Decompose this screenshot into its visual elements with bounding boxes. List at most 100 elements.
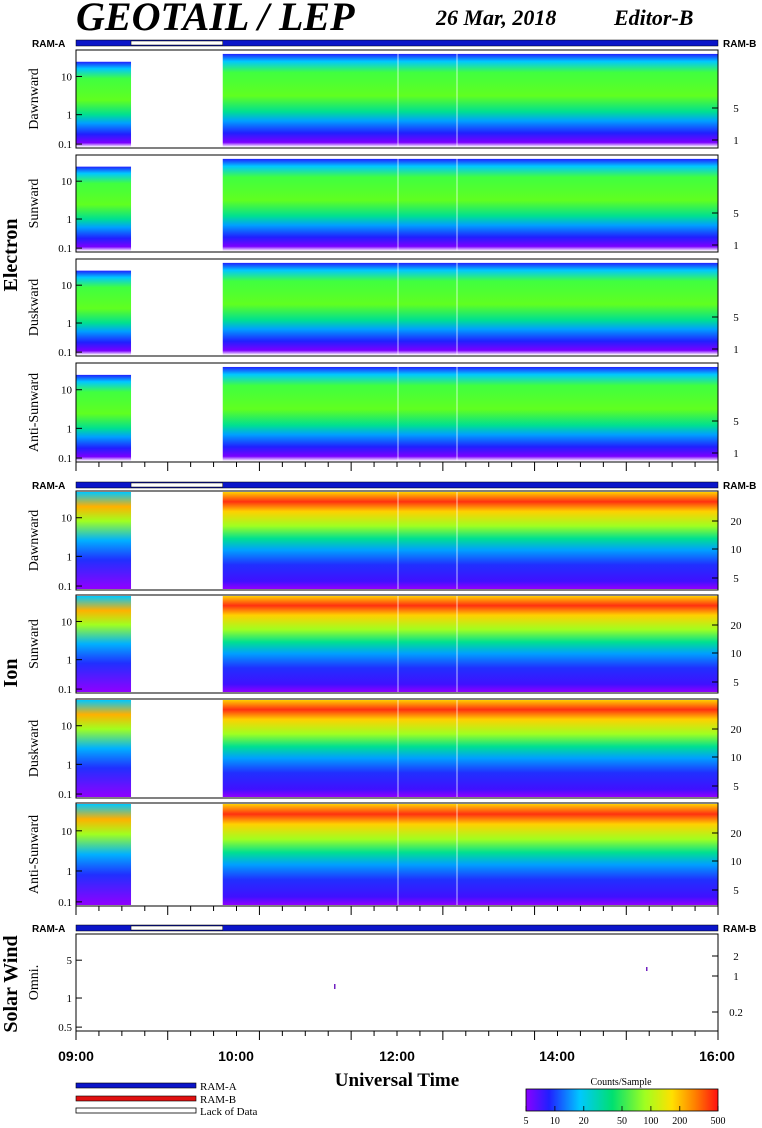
spectrogram-data-block-main — [222, 492, 718, 589]
ram-bar-segment-ram-a — [75, 481, 719, 489]
spectrogram-panels: RAM-A RAM-B Dawnward 10 1 0.1 5 1 Sunward 10 1 0.1 5… — [27, 39, 756, 1040]
figure-title: GEOTAIL / LEP — [76, 0, 355, 39]
solar-wind-data-point — [646, 967, 648, 971]
panel-frame — [75, 933, 719, 1032]
ram-bar-label-right: RAM-B — [723, 924, 756, 935]
panel-electron-duskward: Duskward 10 1 0.1 5 1 — [27, 258, 739, 359]
spectrogram-data-block-early — [76, 270, 132, 355]
y-tick-label: 0.1 — [58, 897, 72, 909]
right-tick-label: 10 — [731, 544, 743, 556]
spectrogram-data-block-early — [76, 804, 132, 905]
spectrogram-data-block-main — [222, 262, 718, 355]
y-tick-label: 10 — [61, 176, 73, 188]
panel-label: Anti-Sunward — [27, 815, 42, 894]
y-tick-label: 10 — [61, 385, 73, 397]
right-tick-label: 5 — [733, 573, 739, 585]
spectrogram-data-block-early — [76, 492, 132, 589]
y-tick-label: 0.1 — [58, 789, 72, 801]
y-tick-label: 0.1 — [58, 581, 72, 593]
y-tick-label: 0.1 — [58, 347, 72, 359]
time-axis-solar-wind — [75, 1031, 719, 1040]
ram-bar-electron: RAM-A RAM-B — [32, 39, 756, 50]
spectrogram-data-block-early — [76, 700, 132, 797]
panel-frame — [75, 594, 719, 694]
right-tick-label: 5 — [733, 312, 739, 324]
right-tick-label: 5 — [733, 208, 739, 220]
colorbar-tick-label: 200 — [672, 1116, 687, 1127]
panel-electron-sunward: Sunward 10 1 0.1 5 1 — [27, 154, 739, 255]
colorbar-ticks: 5 10 20 50 100 200 500 — [524, 1106, 726, 1127]
panel-label: Dawnward — [27, 68, 42, 129]
x-axis-label: Universal Time — [335, 1070, 459, 1091]
ram-bar-label-right: RAM-B — [723, 39, 756, 50]
panel-label: Omni. — [27, 965, 42, 1000]
right-tick-label: 5 — [733, 103, 739, 115]
y-tick-label: 10 — [61, 71, 73, 83]
legend-label-ram-a: RAM-A — [200, 1081, 237, 1093]
panel-ion-sunward: Sunward 10 1 0.1 20 10 5 — [27, 594, 743, 696]
right-tick-label: 20 — [731, 828, 743, 840]
spectrogram-data-block-early — [76, 61, 132, 148]
y-tick-label: 1 — [67, 866, 73, 878]
group-label-electron: Electron — [0, 219, 22, 292]
y-tick-label: 1 — [67, 655, 73, 667]
panel-label: Anti-Sunward — [27, 373, 42, 452]
x-tick-label-1400: 14:00 — [539, 1048, 575, 1064]
panel-label: Dawnward — [27, 510, 42, 571]
ram-bar-segment-lack-of-data — [130, 40, 223, 46]
ram-bar-solar-wind: RAM-A RAM-B — [32, 924, 756, 935]
figure-date: 26 Mar, 2018 — [435, 5, 556, 30]
panel-frame — [75, 49, 719, 149]
ram-bar-segment-lack-of-data — [130, 925, 223, 931]
right-tick-label: 20 — [731, 724, 743, 736]
right-tick-label: 20 — [731, 516, 743, 528]
legend-swatch-ram-b — [75, 1095, 197, 1102]
ram-bar-label-left: RAM-A — [32, 924, 65, 935]
x-tick-label-0900: 09:00 — [58, 1048, 94, 1064]
y-tick-label: 0.1 — [58, 453, 72, 465]
right-tick-label: 2 — [733, 951, 739, 963]
colorbar: Counts/Sample 5 10 20 50 100 200 500 — [524, 1077, 726, 1127]
panel-electron-dawnward: Dawnward 10 1 0.1 5 1 — [27, 49, 739, 151]
right-tick-label: 5 — [733, 781, 739, 793]
y-tick-label: 5 — [67, 955, 73, 967]
group-label-ion: Ion — [0, 659, 22, 688]
y-tick-label: 0.1 — [58, 139, 72, 151]
panel-frame — [75, 698, 719, 799]
ram-bar-label-left: RAM-A — [32, 481, 65, 492]
panel-electron-anti-sunward: Anti-Sunward 10 1 0.1 5 1 — [27, 362, 739, 465]
y-tick-label: 0.1 — [58, 243, 72, 255]
legend-swatch-ram-a — [75, 1082, 197, 1089]
right-tick-label: 10 — [731, 856, 743, 868]
solar-wind-data-point — [334, 984, 336, 989]
right-tick-label: 1 — [733, 971, 739, 983]
x-tick-label-1600: 16:00 — [699, 1048, 735, 1064]
colorbar-tick-label: 20 — [579, 1116, 589, 1127]
ram-bar-segment-ram-a — [75, 39, 719, 47]
ram-bar-label-left: RAM-A — [32, 39, 65, 50]
y-tick-label: 1 — [67, 551, 73, 563]
right-tick-label: 10 — [731, 752, 743, 764]
right-tick-label: 10 — [731, 648, 743, 660]
panel-ion-anti-sunward: Anti-Sunward 10 1 0.1 20 10 5 — [27, 802, 743, 909]
colorbar-tick-label: 50 — [617, 1116, 627, 1127]
panel-label: Duskward — [27, 720, 42, 778]
x-tick-label-1000: 10:00 — [218, 1048, 254, 1064]
colorbar-title: Counts/Sample — [590, 1077, 652, 1088]
y-tick-label: 1 — [67, 759, 73, 771]
spectrogram-data-block-main — [222, 53, 718, 147]
legend-label-ram-b: RAM-B — [200, 1094, 236, 1106]
colorbar-tick-label: 10 — [550, 1116, 560, 1127]
right-tick-label: 1 — [733, 344, 739, 356]
x-tick-label-1200: 12:00 — [379, 1048, 415, 1064]
panel-label: Sunward — [27, 179, 42, 229]
y-tick-label: 1 — [67, 214, 73, 226]
y-tick-label: 1 — [67, 993, 73, 1005]
spectrogram-data-block-main — [222, 366, 718, 461]
time-axis-electron — [75, 462, 719, 471]
time-axis-ion — [75, 906, 719, 915]
spectrogram-data-block-main — [222, 158, 718, 251]
spectrogram-data-block-early — [76, 166, 132, 251]
